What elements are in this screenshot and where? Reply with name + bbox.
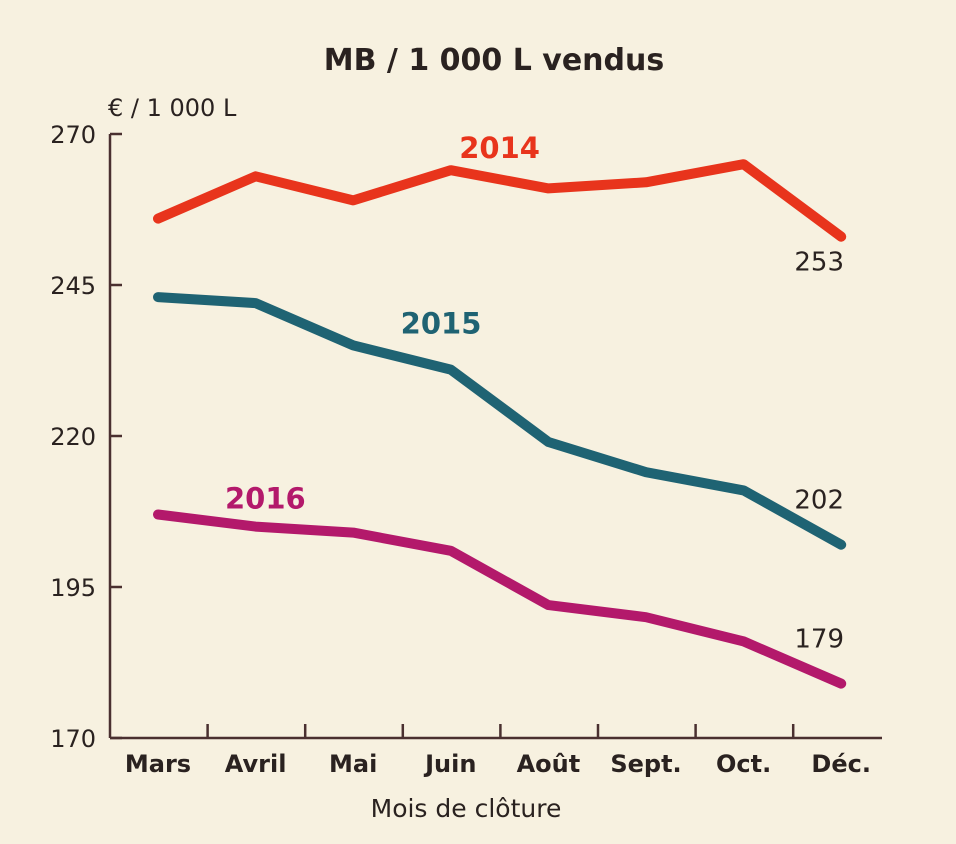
data-point xyxy=(157,513,159,516)
data-point xyxy=(547,604,550,607)
data-point xyxy=(352,199,355,202)
data-point xyxy=(449,549,452,552)
axes: 270 245 220 195 170 Mars Avril Mai Juin Août Sept.… xyxy=(50,121,882,778)
series-line-2015 xyxy=(153,292,847,550)
data-point xyxy=(254,525,257,528)
end-value-label: 253 xyxy=(794,248,844,278)
chart-title: MB / 1 000 L vendus xyxy=(324,43,664,78)
series-line-2016 xyxy=(153,509,847,689)
y-tick-label: 195 xyxy=(50,574,96,602)
data-point xyxy=(352,531,355,534)
x-tick-label: Avril xyxy=(225,750,287,778)
x-tick-label: Déc. xyxy=(811,750,871,778)
x-tick-label: Sept. xyxy=(610,750,681,778)
series-name-label: 2016 xyxy=(225,481,306,515)
series-layer: 2014 253 2015 202 2016 179 xyxy=(153,131,847,689)
y-unit-label: € / 1 000 L xyxy=(108,94,237,122)
series-2014: 2014 253 xyxy=(153,131,847,278)
data-point xyxy=(352,344,355,347)
series-name-label: 2014 xyxy=(459,131,540,165)
data-point xyxy=(254,175,257,178)
data-point xyxy=(254,302,257,305)
data-point xyxy=(157,296,159,299)
end-value-label: 202 xyxy=(794,486,844,516)
data-point xyxy=(840,682,843,685)
data-point xyxy=(645,181,647,184)
data-point xyxy=(742,640,745,643)
data-point xyxy=(547,187,550,190)
x-tick-label: Oct. xyxy=(716,750,771,778)
series-name-label: 2015 xyxy=(401,306,482,340)
x-tick-label: Mars xyxy=(125,750,191,778)
data-point xyxy=(840,543,843,546)
series-2015: 2015 202 xyxy=(153,292,847,550)
data-point xyxy=(742,163,745,166)
end-value-label: 179 xyxy=(794,625,844,655)
series-2016: 2016 179 xyxy=(153,481,847,689)
x-axis-title: Mois de clôture xyxy=(371,794,562,823)
data-point xyxy=(449,368,452,371)
data-point xyxy=(840,235,843,238)
y-tick-label: 245 xyxy=(50,272,96,300)
data-point xyxy=(449,169,452,172)
data-point xyxy=(645,616,647,619)
y-tick-label: 270 xyxy=(50,121,96,149)
x-tick-label: Mai xyxy=(329,750,377,778)
y-tick-label: 170 xyxy=(50,725,96,753)
x-tick-label: Juin xyxy=(423,750,476,778)
y-tick-label: 220 xyxy=(50,423,96,451)
series-line-2014 xyxy=(153,159,847,242)
data-point xyxy=(157,217,159,220)
data-point xyxy=(742,489,745,492)
x-tick-label: Août xyxy=(517,750,581,778)
data-point xyxy=(547,441,550,444)
data-point xyxy=(645,471,647,474)
